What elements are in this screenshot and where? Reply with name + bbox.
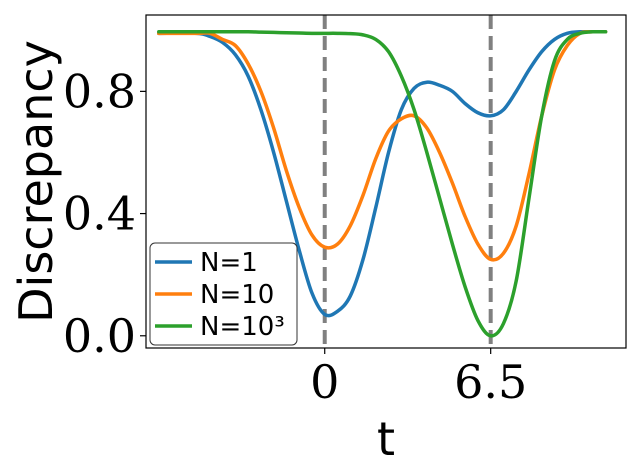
legend-label-1: N=10: [200, 280, 274, 310]
y-tick-label-1: 0.4: [63, 187, 136, 241]
x-axis-ticks: 0 6.5: [310, 348, 527, 409]
legend: N=1N=10N=10³: [149, 242, 298, 346]
x-axis-label: t: [377, 412, 395, 466]
y-axis-label: Discrepancy: [9, 40, 63, 323]
axes-frame: [145, 14, 627, 349]
vertical-reference-lines: [322, 15, 493, 348]
x-tick-label-1: 6.5: [454, 355, 527, 409]
series-lines: [157, 29, 608, 338]
x-tick-label-0: 0: [310, 355, 339, 409]
y-tick-label-2: 0.8: [63, 64, 136, 118]
legend-label-0: N=1: [200, 248, 258, 278]
series-line-0: [157, 29, 608, 318]
y-tick-label-0: 0.0: [63, 309, 136, 363]
legend-box: [149, 242, 298, 346]
legend-label-2: N=10³: [200, 312, 285, 342]
y-axis-ticks: 0.0 0.4 0.8: [63, 64, 146, 363]
series-line-2: [157, 29, 608, 338]
